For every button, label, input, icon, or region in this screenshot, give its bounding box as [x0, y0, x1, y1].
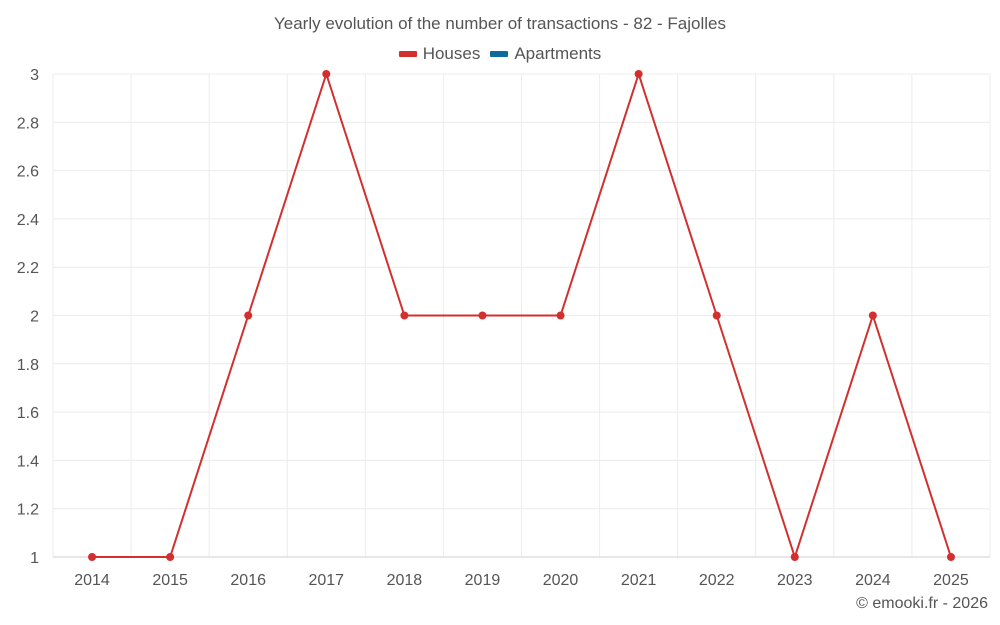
y-tick-label: 1.6: [17, 405, 39, 422]
legend-item-apartments[interactable]: Apartments: [490, 44, 601, 64]
credit-text: © emooki.fr - 2026: [856, 595, 988, 612]
data-point: [556, 311, 565, 320]
y-tick-label: 1: [30, 550, 39, 567]
x-tick-label: 2022: [699, 572, 735, 589]
data-point: [634, 70, 643, 78]
x-tick-label: 2016: [230, 572, 266, 589]
data-point: [244, 311, 253, 320]
y-tick-label: 2: [30, 309, 39, 326]
data-point: [322, 70, 331, 78]
y-tick-label: 2.6: [17, 164, 39, 181]
x-tick-label: 2023: [777, 572, 813, 589]
x-tick-label: 2019: [465, 572, 501, 589]
data-point: [868, 311, 877, 320]
x-tick-label: 2024: [855, 572, 891, 589]
y-tick-label: 2.8: [17, 115, 39, 132]
data-point: [712, 311, 721, 320]
x-tick-label: 2018: [387, 572, 423, 589]
x-tick-label: 2021: [621, 572, 657, 589]
legend-label-houses: Houses: [422, 44, 481, 63]
legend-swatch-houses: [398, 51, 417, 57]
y-tick-label: 1.2: [17, 502, 39, 519]
x-tick-label: 2014: [74, 572, 110, 589]
data-point: [478, 311, 487, 320]
data-point: [400, 311, 409, 320]
y-tick-label: 2.4: [17, 212, 39, 229]
legend-label-apartments: Apartments: [514, 44, 602, 63]
legend-swatch-apartments: [490, 51, 509, 57]
x-tick-label: 2015: [152, 572, 188, 589]
data-point: [88, 553, 97, 561]
y-tick-label: 1.4: [17, 453, 39, 470]
chart-legend: Houses Apartments: [0, 44, 1000, 64]
y-tick-label: 2.2: [17, 260, 39, 277]
series-line-houses: [92, 70, 952, 561]
y-tick-label: 3: [30, 67, 39, 84]
data-point: [790, 553, 799, 561]
data-point: [166, 553, 175, 561]
x-tick-label: 2017: [308, 572, 344, 589]
data-point: [946, 553, 955, 561]
legend-item-houses[interactable]: Houses: [398, 44, 481, 64]
x-tick-label: 2025: [933, 572, 969, 589]
chart-title: Yearly evolution of the number of transa…: [273, 14, 726, 33]
y-tick-label: 1.8: [17, 357, 39, 374]
x-tick-label: 2020: [543, 572, 579, 589]
